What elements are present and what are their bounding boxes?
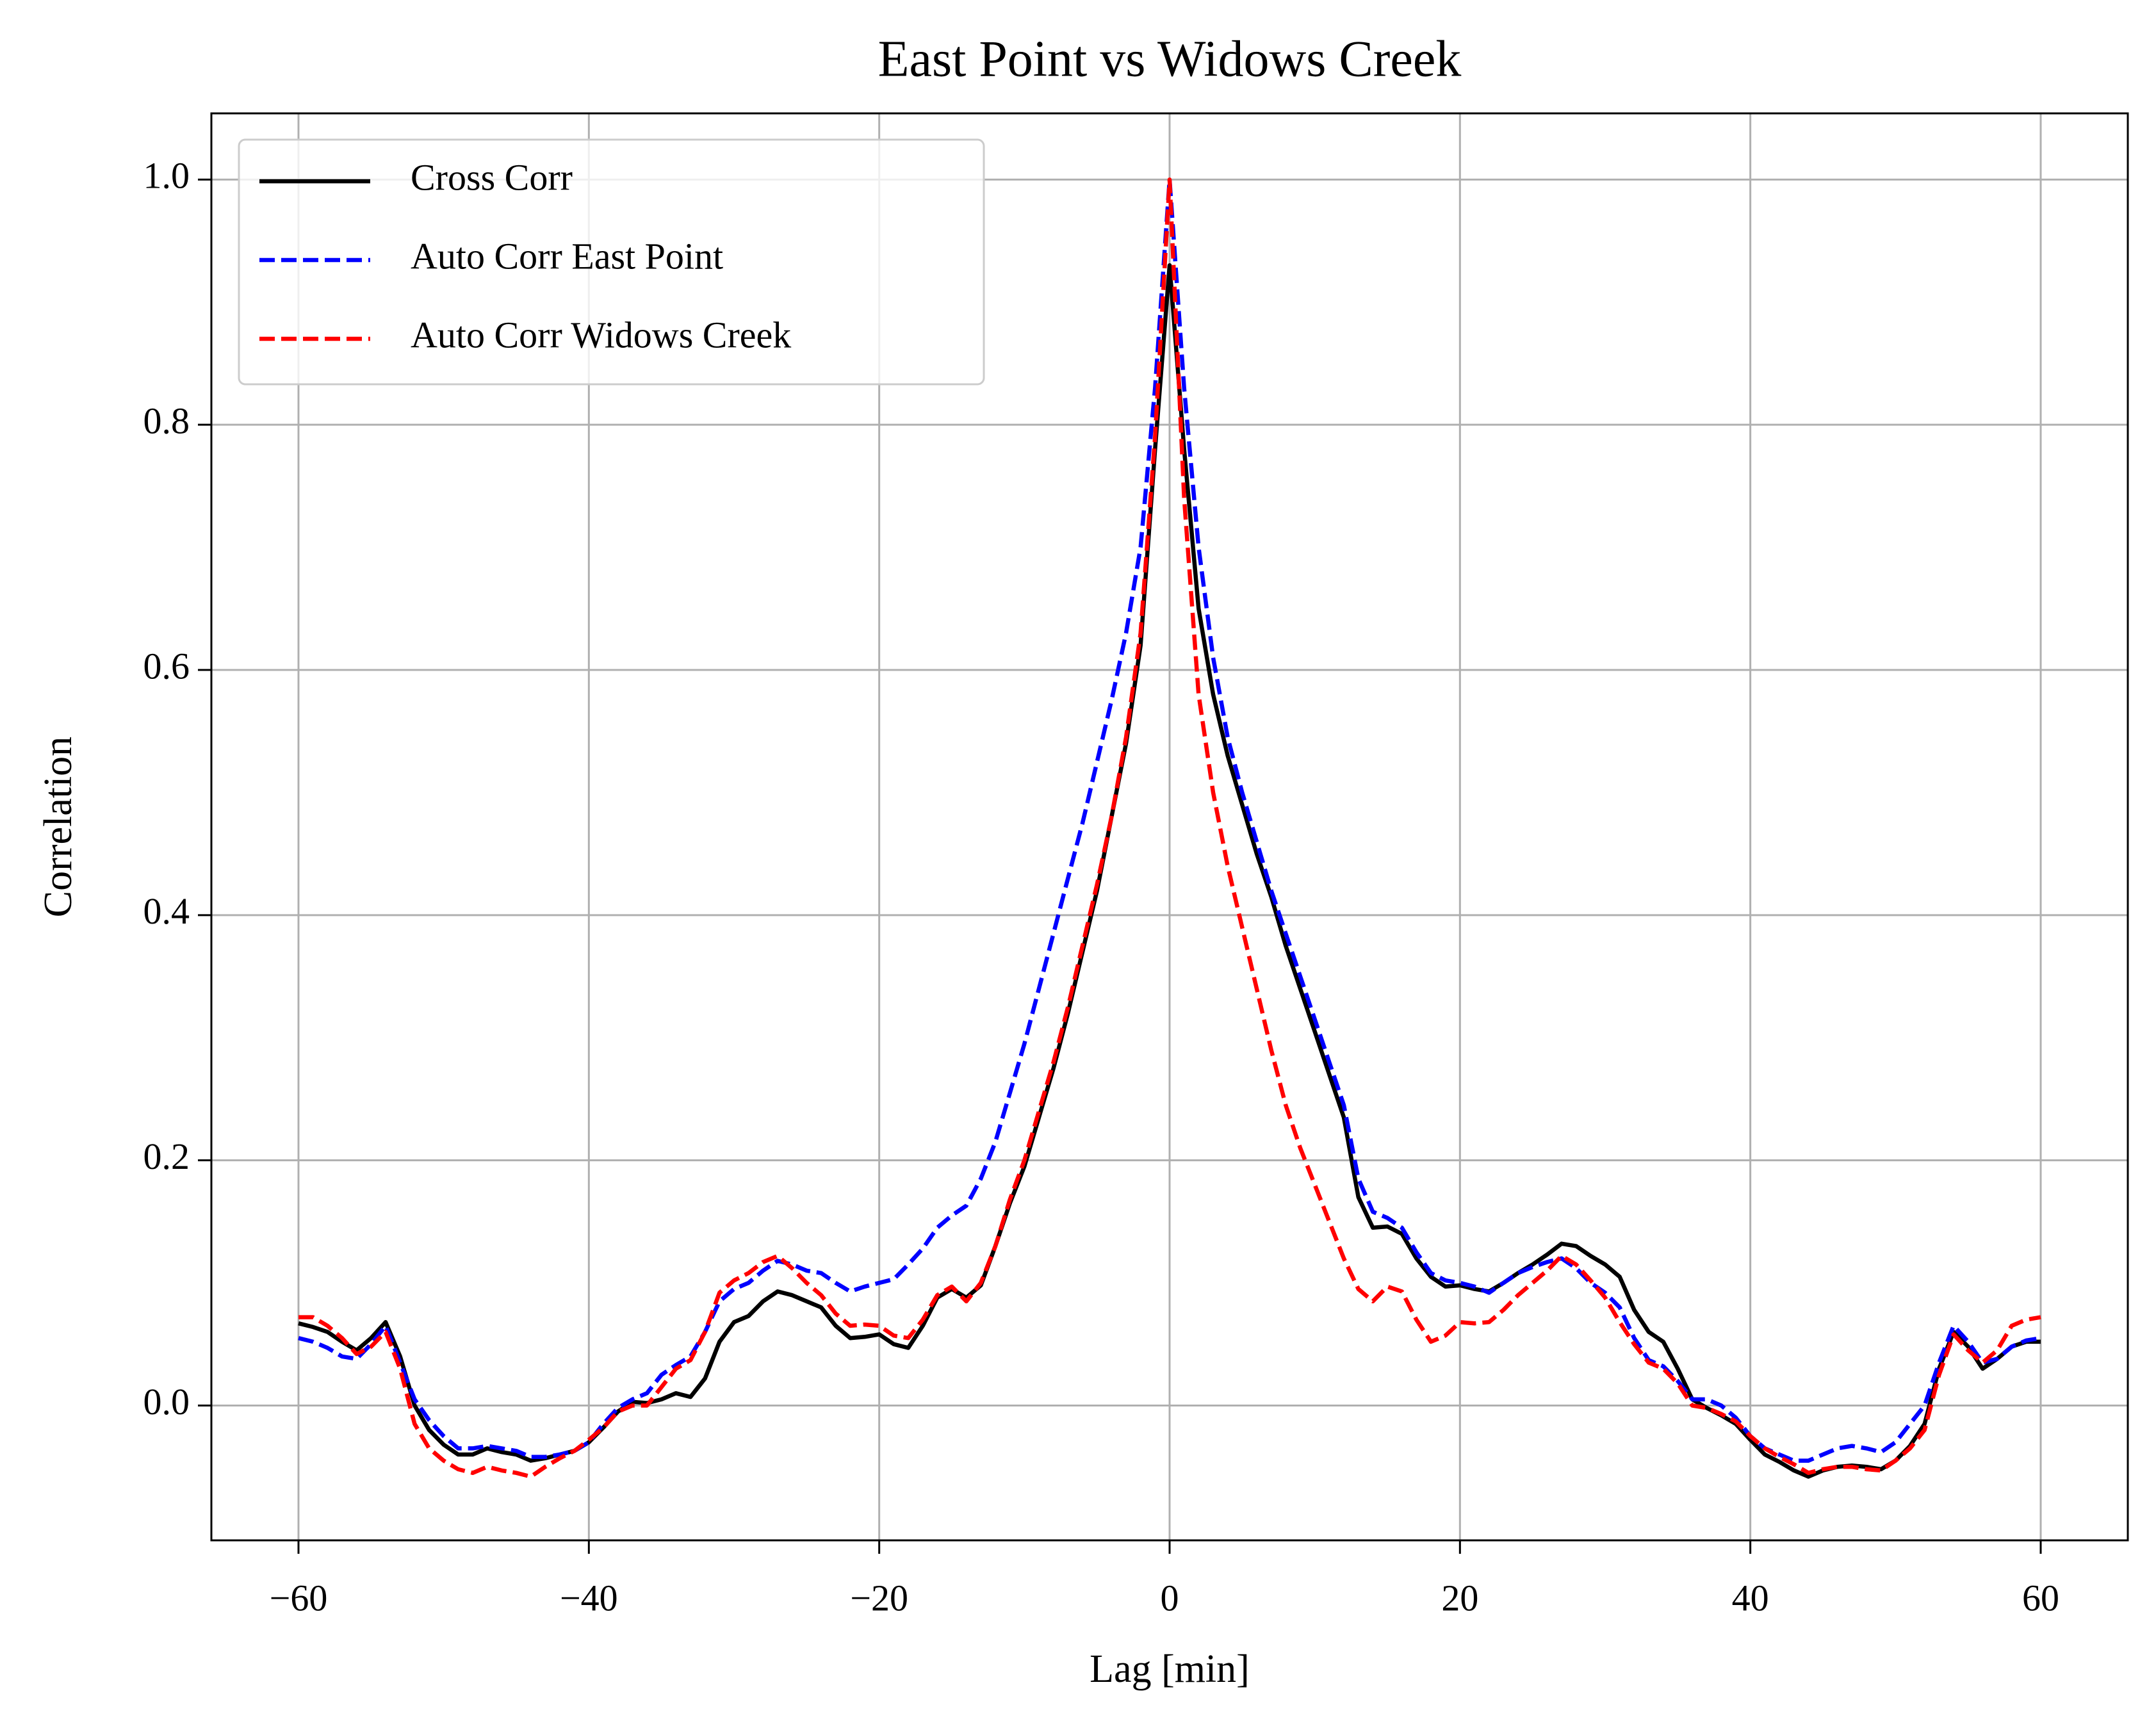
y-tick-label: 1.0: [143, 155, 190, 197]
legend-label: Cross Corr: [411, 156, 573, 198]
x-tick-label: 20: [1441, 1577, 1478, 1618]
x-axis-label: Lag [min]: [1090, 1647, 1250, 1691]
plot-frame: [210, 112, 2129, 1542]
y-tick-label: 0.4: [143, 890, 190, 932]
x-tick-label: −20: [850, 1577, 908, 1618]
x-tick-label: −40: [560, 1577, 618, 1618]
legend-label: Auto Corr East Point: [411, 235, 723, 277]
y-tick-label: 0.8: [143, 400, 190, 441]
legend-label: Auto Corr Widows Creek: [411, 314, 791, 355]
legend-box: [238, 138, 985, 386]
y-tick-label: 0.0: [143, 1381, 190, 1422]
y-axis-label: Correlation: [37, 737, 80, 917]
x-tick-label: −60: [270, 1577, 328, 1618]
x-tick-label: 40: [1732, 1577, 1769, 1618]
series-line: [298, 177, 2041, 1479]
series-line: [298, 263, 2041, 1479]
chart-title: East Point vs Widows Creek: [878, 31, 1462, 87]
y-tick-label: 0.2: [143, 1136, 190, 1177]
x-tick-label: 60: [2022, 1577, 2059, 1618]
x-tick-label: 0: [1161, 1577, 1179, 1618]
y-tick-label: 0.6: [143, 645, 190, 687]
